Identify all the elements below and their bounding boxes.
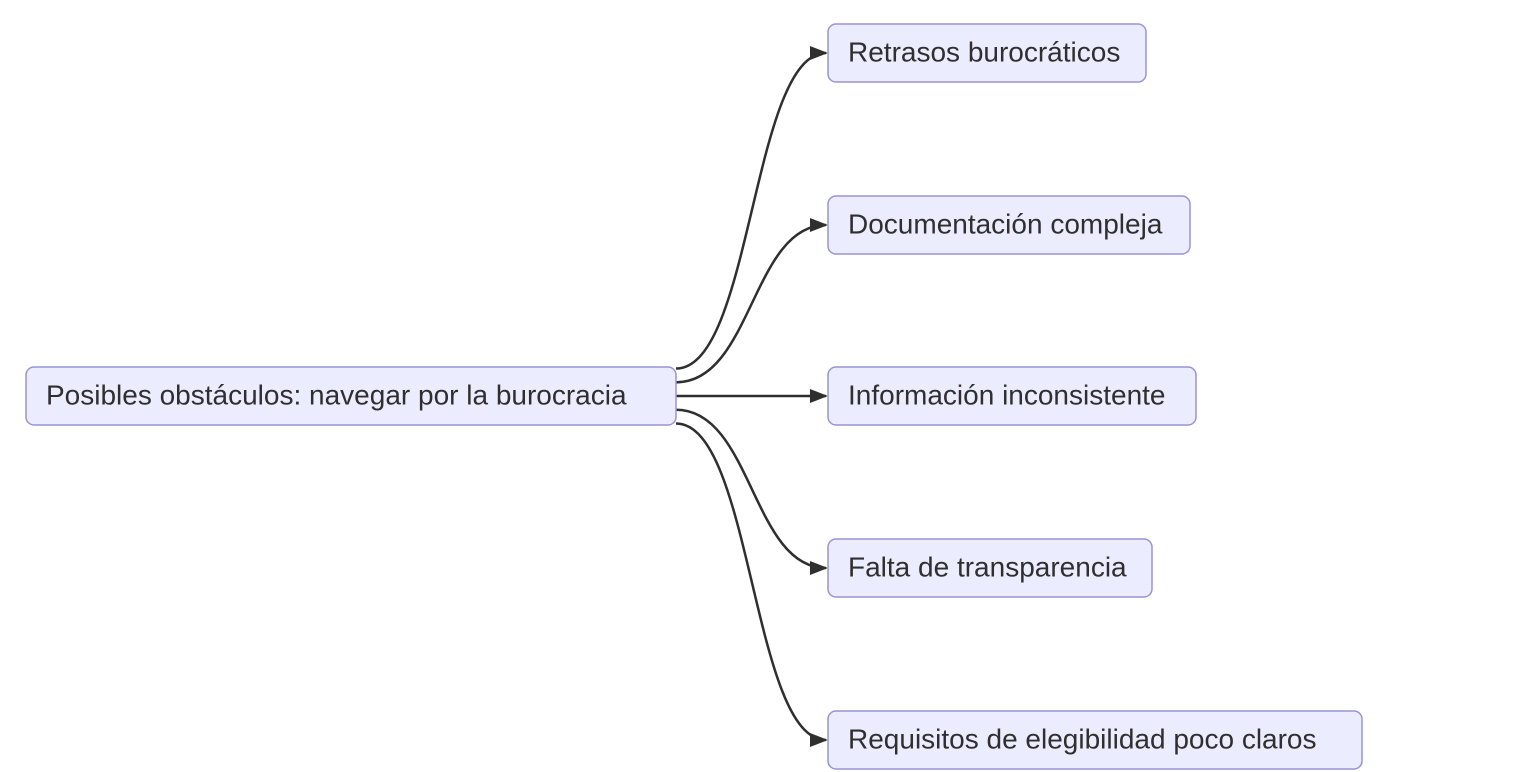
node-c1-label: Retrasos burocráticos: [848, 36, 1120, 67]
node-c2: Documentación compleja: [828, 196, 1190, 254]
diagram-canvas: Posibles obstáculos: navegar por la buro…: [0, 0, 1540, 772]
node-root: Posibles obstáculos: navegar por la buro…: [26, 367, 676, 425]
edge-root-to-c5: [676, 424, 826, 740]
node-c3-label: Información inconsistente: [848, 379, 1166, 410]
node-c4: Falta de transparencia: [828, 539, 1152, 597]
node-c3: Información inconsistente: [828, 367, 1196, 425]
edge-root-to-c1: [676, 53, 826, 369]
node-c1: Retrasos burocráticos: [828, 24, 1146, 82]
node-root-label: Posibles obstáculos: navegar por la buro…: [46, 379, 627, 410]
node-c2-label: Documentación compleja: [848, 208, 1163, 239]
node-c5: Requisitos de elegibilidad poco claros: [828, 711, 1362, 769]
node-c5-label: Requisitos de elegibilidad poco claros: [848, 723, 1317, 754]
node-c4-label: Falta de transparencia: [848, 551, 1127, 582]
